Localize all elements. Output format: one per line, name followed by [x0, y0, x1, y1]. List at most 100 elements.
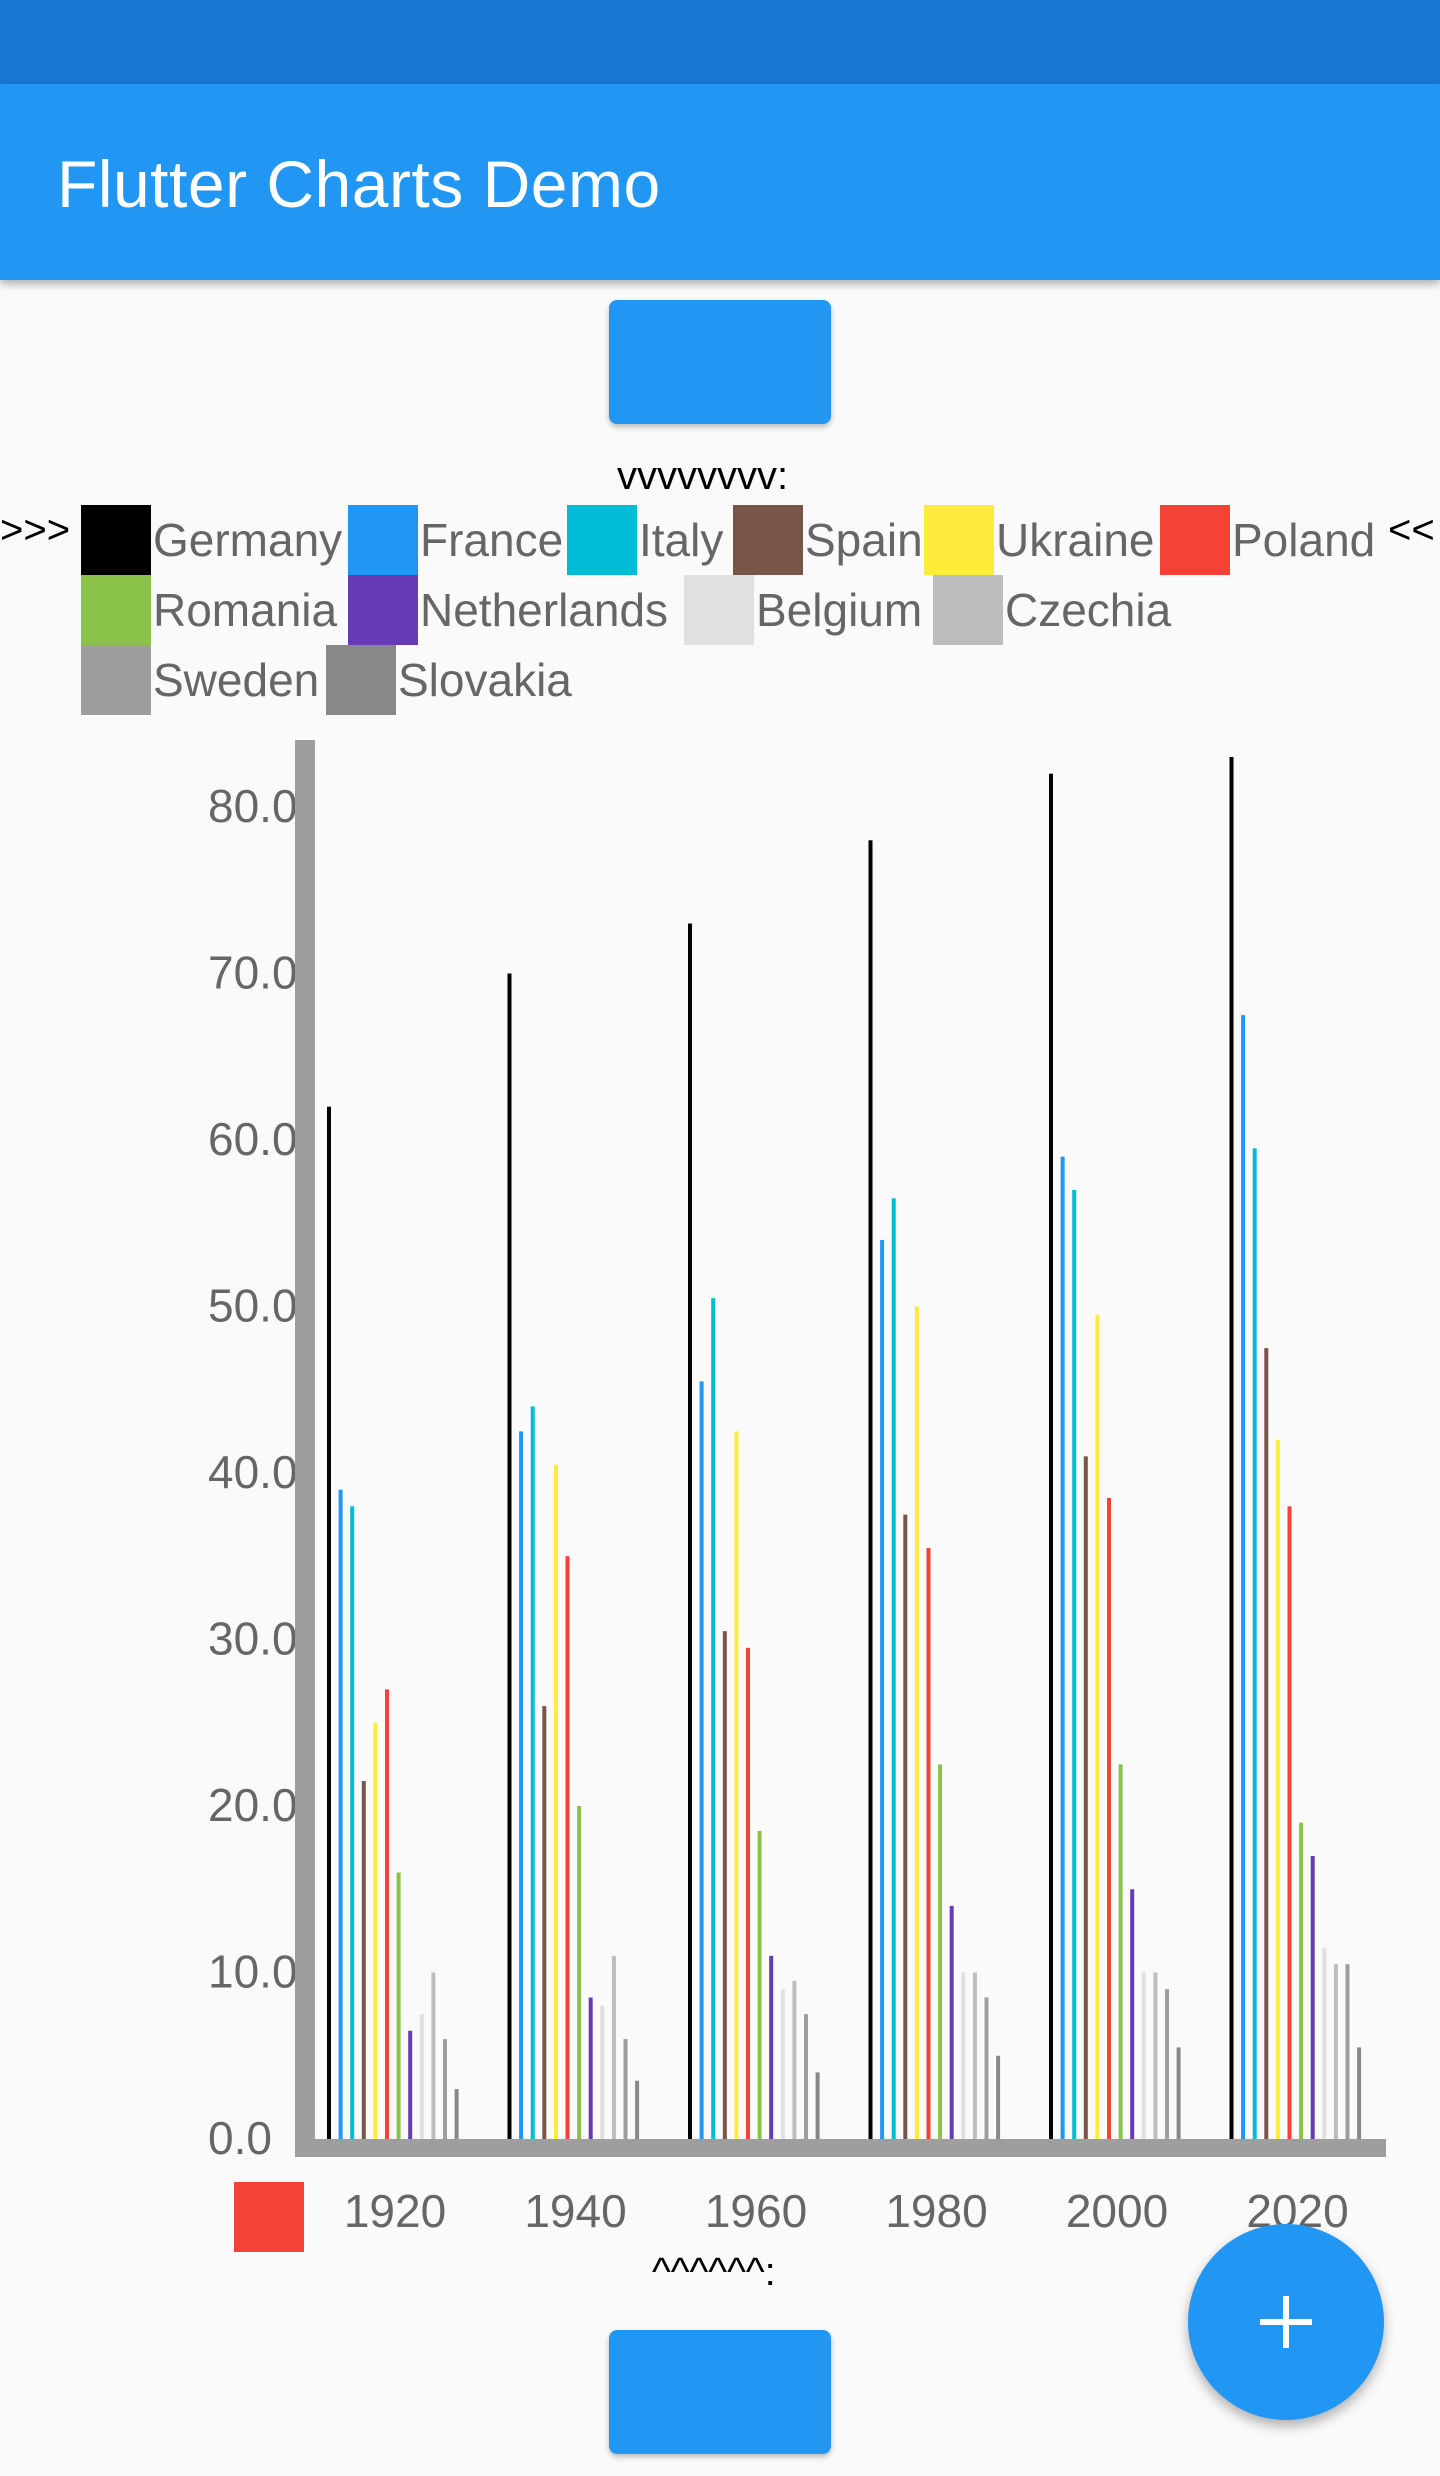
app-bar: Flutter Charts Demo	[0, 84, 1440, 280]
legend-swatch	[81, 575, 151, 645]
legend-label: Slovakia	[398, 654, 572, 706]
bar-slovakia-1920	[454, 2089, 459, 2139]
legend-label: Italy	[639, 514, 724, 566]
bar-france-1940	[519, 1431, 524, 2139]
y-tick-label: 40.0	[208, 1446, 298, 1498]
bar-spain-1920	[361, 1781, 366, 2139]
x-tick-label: 1920	[344, 2185, 446, 2237]
legend-swatch	[81, 505, 151, 575]
x-tick-label: 1960	[705, 2185, 807, 2237]
bar-sweden-1980	[984, 1997, 989, 2139]
bar-ukraine-2000	[1095, 1314, 1100, 2139]
bar-romania-2020	[1299, 1822, 1304, 2139]
bar-sweden-1960	[804, 2014, 808, 2139]
status-bar	[0, 0, 1440, 84]
bar-spain-2000	[1083, 1456, 1088, 2139]
bar-chart: 0.0 10.0 20.0 30.0 40.0 50.0 60.0 70.0 80.0 1920 1…	[208, 740, 1386, 2252]
bar-czechia-2000	[1153, 1972, 1158, 2139]
bar-romania-1920	[396, 1872, 401, 2139]
legend-swatch	[733, 505, 803, 575]
add-fab-button[interactable]	[1188, 2224, 1384, 2420]
x-tick-label: 1940	[524, 2185, 626, 2237]
bar-italy-2020	[1252, 1148, 1257, 2139]
bar-france-2020	[1241, 1015, 1246, 2139]
y-tick-label: 0.0	[208, 2112, 272, 2164]
legend-label: Poland	[1232, 514, 1376, 566]
bar-italy-1920	[350, 1506, 355, 2139]
legend-swatch	[924, 505, 994, 575]
bar-italy-1960	[711, 1298, 716, 2139]
legend-right-marker: <<	[1388, 508, 1435, 552]
bar-netherlands-2000	[1130, 1889, 1135, 2139]
bar-poland-1920	[385, 1689, 389, 2139]
bar-germany-2000	[1049, 773, 1053, 2140]
top-hint-text: vvvvvvvv:	[617, 454, 789, 498]
legend-label: Spain	[805, 514, 923, 566]
bar-germany-1960	[688, 923, 692, 2139]
legend-label: Germany	[153, 514, 343, 566]
app-title: Flutter Charts Demo	[57, 147, 661, 221]
bar-slovakia-1980	[996, 2055, 1001, 2139]
bar-slovakia-1960	[815, 2072, 820, 2139]
legend-label: Sweden	[153, 654, 320, 706]
bar-belgium-1980	[961, 1972, 966, 2139]
bar-czechia-1960	[792, 1980, 797, 2139]
legend-swatch	[684, 575, 754, 645]
bar-italy-1980	[891, 1198, 896, 2139]
bar-poland-2020	[1287, 1506, 1292, 2139]
legend-label: Netherlands	[420, 584, 669, 636]
bar-germany-1920	[327, 1106, 331, 2139]
bar-netherlands-1960	[769, 1955, 774, 2139]
legend-label: France	[420, 514, 564, 566]
bar-germany-1980	[868, 840, 873, 2139]
bar-poland-1940	[565, 1556, 570, 2139]
legend-swatch	[348, 505, 418, 575]
bar-belgium-1960	[780, 1989, 785, 2139]
bar-slovakia-2000	[1176, 2047, 1181, 2139]
bar-sweden-1920	[443, 2039, 447, 2139]
bar-belgium-1940	[600, 2005, 605, 2139]
bar-spain-1940	[542, 1706, 547, 2139]
bar-slovakia-1940	[635, 2080, 640, 2139]
bar-romania-1960	[757, 1830, 762, 2139]
bar-netherlands-1940	[588, 1997, 593, 2139]
y-tick-label: 70.0	[208, 947, 298, 999]
x-tick-label: 1980	[885, 2185, 987, 2237]
bar-france-1960	[699, 1381, 704, 2139]
x-axis	[295, 2139, 1386, 2157]
y-tick-label: 50.0	[208, 1280, 298, 1332]
bar-spain-2020	[1264, 1348, 1269, 2139]
bar-sweden-1940	[623, 2039, 628, 2139]
bar-germany-2020	[1229, 757, 1234, 2139]
bar-poland-1980	[926, 1547, 931, 2139]
legend-swatch	[567, 505, 637, 575]
y-tick-label: 10.0	[208, 1946, 298, 1998]
bar-ukraine-1920	[373, 1722, 378, 2139]
legend-label: Czechia	[1005, 584, 1172, 636]
bar-belgium-1920	[419, 2014, 424, 2139]
y-tick-label: 60.0	[208, 1113, 298, 1165]
bar-france-1980	[880, 1239, 885, 2139]
legend-left-marker: >>>	[0, 508, 71, 552]
legend-swatch	[933, 575, 1003, 645]
bar-netherlands-2020	[1310, 1855, 1315, 2139]
bar-france-2000	[1060, 1156, 1065, 2139]
bar-romania-1940	[577, 1806, 582, 2139]
bar-belgium-2020	[1322, 1947, 1327, 2139]
legend-swatch	[348, 575, 418, 645]
bottom-button[interactable]	[609, 2330, 831, 2454]
bar-spain-1980	[903, 1514, 908, 2139]
bar-ukraine-1980	[914, 1306, 919, 2139]
bar-slovakia-2020	[1357, 2047, 1362, 2139]
bar-romania-2000	[1118, 1764, 1123, 2139]
bar-poland-2000	[1107, 1497, 1111, 2139]
bar-france-1920	[338, 1489, 343, 2139]
x-tick-label: 2000	[1066, 2185, 1168, 2237]
bar-ukraine-1940	[553, 1464, 558, 2139]
bar-italy-2000	[1072, 1189, 1077, 2139]
bar-netherlands-1980	[949, 1905, 954, 2139]
legend-swatch	[81, 645, 151, 715]
bar-czechia-1940	[611, 1955, 616, 2139]
legend-swatch	[326, 645, 396, 715]
top-button[interactable]	[609, 300, 831, 424]
